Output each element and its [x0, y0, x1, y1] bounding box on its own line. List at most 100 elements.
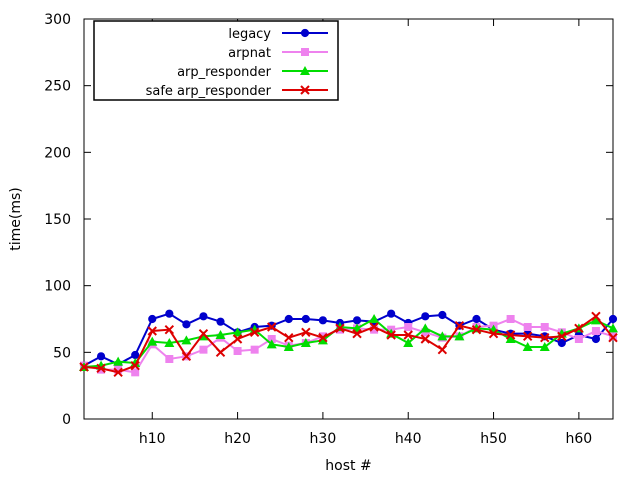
- data-point-legacy: [216, 317, 225, 326]
- data-point-safe-arp-responder: [249, 327, 260, 338]
- legend-box: [93, 20, 339, 101]
- data-point-arpnat: [250, 345, 259, 354]
- y-tick-label: 150: [44, 212, 71, 228]
- data-point-arpnat: [114, 365, 123, 374]
- data-point-safe-arp-responder: [505, 330, 516, 340]
- x-tick-label: h10: [139, 431, 166, 447]
- data-point-safe-arp-responder: [574, 323, 584, 334]
- legend-marker-arp-responder: [300, 66, 310, 75]
- data-point-legacy: [472, 314, 481, 324]
- data-point-arpnat: [591, 327, 600, 335]
- data-point-arp-responder: [403, 338, 414, 347]
- data-point-arpnat: [199, 345, 208, 354]
- y-axis-label: time(ms): [8, 187, 24, 251]
- data-point-safe-arp-responder: [522, 331, 533, 342]
- legend-marker-safe-arp-responder: [300, 85, 310, 95]
- y-tick-label: 250: [44, 79, 71, 95]
- data-point-arp-responder: [232, 327, 243, 337]
- data-point-safe-arp-responder: [386, 330, 396, 340]
- data-point-arp-responder: [181, 335, 192, 345]
- x-tick-label: h40: [395, 431, 422, 447]
- data-point-safe-arp-responder: [369, 322, 379, 332]
- data-point-legacy: [284, 314, 293, 324]
- series-safe-arp-responder: [79, 311, 618, 378]
- series-lines: [79, 309, 618, 378]
- data-point-arp-responder: [266, 339, 277, 349]
- legend-label-safe-arp-responder: safe arp_responder: [146, 84, 272, 99]
- data-point-safe-arp-responder: [591, 311, 601, 322]
- legend-label-arp-responder: arp_responder: [177, 65, 272, 80]
- data-point-arpnat: [574, 335, 583, 343]
- x-tick-label: h20: [224, 431, 251, 447]
- data-point-legacy: [148, 314, 157, 324]
- data-point-arp-responder: [590, 315, 601, 325]
- data-point-arp-responder: [608, 323, 618, 333]
- data-point-arp-responder: [215, 330, 226, 339]
- data-point-legacy: [608, 314, 618, 324]
- x-axis-label: host #: [325, 458, 371, 474]
- data-point-arpnat: [540, 323, 549, 331]
- data-point-safe-arp-responder: [267, 322, 277, 332]
- data-point-legacy: [301, 314, 310, 324]
- data-point-legacy: [96, 352, 106, 361]
- data-point-arp-responder: [369, 314, 380, 323]
- data-point-arp-responder: [113, 356, 124, 366]
- data-point-arpnat: [523, 323, 532, 331]
- data-point-legacy: [131, 350, 140, 360]
- legend-marker-legacy: [300, 28, 310, 38]
- series-legacy: [79, 309, 618, 370]
- data-point-safe-arp-responder: [147, 326, 157, 336]
- y-tick-label: 300: [44, 12, 71, 28]
- data-point-arp-responder: [317, 335, 328, 345]
- data-point-arp-responder: [522, 342, 533, 351]
- data-point-safe-arp-responder: [232, 334, 243, 344]
- data-point-arp-responder: [283, 342, 294, 351]
- data-point-safe-arp-responder: [437, 344, 448, 355]
- data-point-legacy: [591, 334, 601, 344]
- data-point-arp-responder: [420, 323, 431, 333]
- data-point-arpnat: [404, 323, 413, 331]
- data-point-arp-responder: [437, 331, 448, 341]
- data-point-safe-arp-responder: [471, 324, 482, 335]
- data-point-safe-arp-responder: [352, 328, 362, 339]
- data-point-legacy: [557, 338, 566, 348]
- legend-label-legacy: legacy: [228, 27, 271, 42]
- data-point-arp-responder: [454, 331, 465, 341]
- x-tick-label: h30: [310, 431, 337, 447]
- data-point-safe-arp-responder: [130, 360, 140, 371]
- data-point-safe-arp-responder: [540, 332, 550, 343]
- data-point-safe-arp-responder: [608, 332, 618, 343]
- data-point-arp-responder: [164, 338, 175, 347]
- data-point-safe-arp-responder: [198, 328, 209, 339]
- y-tick-label: 100: [44, 279, 71, 295]
- data-point-safe-arp-responder: [113, 367, 123, 378]
- data-point-arpnat: [370, 325, 379, 334]
- x-tick-label: h50: [480, 431, 507, 447]
- data-point-safe-arp-responder: [557, 331, 567, 342]
- data-point-arpnat: [267, 335, 276, 343]
- data-point-arpnat: [131, 368, 140, 377]
- data-point-arp-responder: [147, 336, 158, 346]
- data-point-safe-arp-responder: [420, 334, 430, 344]
- data-point-arpnat: [233, 347, 242, 355]
- legend-label-arpnat: arpnat: [228, 46, 271, 61]
- data-point-legacy: [199, 312, 208, 321]
- series-line-legacy: [83, 312, 614, 367]
- data-point-arp-responder: [539, 342, 550, 351]
- data-point-legacy: [352, 316, 362, 325]
- data-point-safe-arp-responder: [454, 320, 465, 331]
- data-point-safe-arp-responder: [301, 327, 311, 338]
- y-tick-label: 0: [62, 412, 71, 428]
- x-tick-label: h60: [566, 431, 593, 447]
- series-line-safe-arp-responder: [83, 314, 614, 374]
- axes: 0 50 100 150 200 250 300 h10 h20 h30 h40 h50 h60: [44, 12, 614, 447]
- series-line-arp-responder: [83, 317, 614, 368]
- data-point-arp-responder: [300, 338, 311, 347]
- legend-marker-arpnat: [301, 48, 309, 56]
- data-point-safe-arp-responder: [403, 330, 413, 340]
- data-point-legacy: [165, 309, 174, 318]
- data-point-safe-arp-responder: [488, 328, 499, 339]
- data-point-legacy: [421, 312, 430, 321]
- y-tick-label: 200: [44, 145, 71, 161]
